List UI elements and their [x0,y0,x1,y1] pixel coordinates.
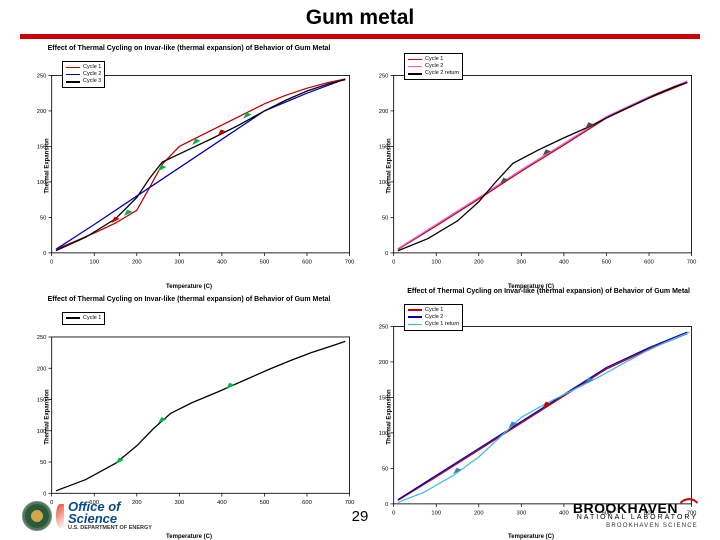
slide-title: Gum metal [0,6,720,30]
svg-text:0: 0 [43,251,46,257]
doe-caption: U.S. DEPARTMENT OF ENERGY [68,526,152,531]
svg-text:100: 100 [89,259,99,265]
bnl-assoc: BROOKHAVEN SCIENCE [606,524,698,529]
swoosh-icon [56,504,64,528]
svg-text:250: 250 [37,74,47,80]
legend: Cycle 1Cycle 2Cycle 1 return [404,304,463,331]
y-axis-label: Thermal Expansion [45,139,51,194]
y-axis-label: Thermal Expansion [387,139,393,194]
svg-text:200: 200 [379,109,389,115]
legend-item: Cycle 3 [66,78,101,85]
svg-text:400: 400 [217,259,227,265]
svg-text:200: 200 [474,259,484,265]
legend-item: Cycle 1 return [408,321,459,328]
svg-text:200: 200 [37,109,47,115]
office-text: Office of Science U.S. DEPARTMENT OF ENE… [68,501,152,531]
svg-text:200: 200 [37,366,47,372]
svg-text:500: 500 [260,259,270,265]
doe-logo: Office of Science U.S. DEPARTMENT OF ENE… [22,501,152,531]
legend: Cycle 1 [62,312,105,325]
svg-text:50: 50 [40,460,46,466]
svg-text:700: 700 [345,259,355,265]
svg-text:200: 200 [379,360,389,366]
legend: Cycle 1Cycle 2Cycle 2 return [404,53,463,80]
chart-title: Effect of Thermal Cycling on Invar-like … [20,45,358,52]
legend-item: Cycle 2 [408,314,459,321]
bnl-logo: BROOKHAVEN ⌒ NATIONAL LABORATORY BROOKHA… [573,502,698,529]
svg-text:200: 200 [132,259,142,265]
title-area: Gum metal [0,0,720,30]
svg-text:100: 100 [431,259,441,265]
legend-item: Cycle 1 [66,64,101,71]
legend-item: Cycle 1 [66,315,101,322]
chart-top-right: 0100200300400500600700050100150200250The… [362,43,700,290]
svg-text:300: 300 [517,259,527,265]
legend-item: Cycle 1 [408,56,459,63]
svg-text:600: 600 [302,259,312,265]
legend-item: Cycle 1 [408,307,459,314]
svg-text:50: 50 [40,215,46,221]
svg-text:700: 700 [687,259,697,265]
y-axis-label: Thermal Expansion [45,389,51,444]
y-axis-label: Thermal Expansion [387,389,393,444]
svg-text:250: 250 [37,335,47,341]
legend-item: Cycle 2 return [408,70,459,77]
legend-item: Cycle 2 [66,71,101,78]
svg-text:400: 400 [559,259,569,265]
charts-grid: Effect of Thermal Cycling on Invar-like … [0,43,720,540]
chart-title: Effect of Thermal Cycling on Invar-like … [20,296,358,303]
legend: Cycle 1Cycle 2Cycle 3 [62,61,105,88]
accent-bar [20,34,700,39]
svg-text:500: 500 [602,259,612,265]
svg-text:50: 50 [382,215,388,221]
legend-item: Cycle 2 [408,63,459,70]
svg-text:0: 0 [385,251,388,257]
page-number: 29 [352,508,369,525]
svg-text:600: 600 [644,259,654,265]
office-line2: Science [68,513,152,525]
x-axis-label: Temperature (C) [166,284,212,290]
slide: Gum metal Effect of Thermal Cycling on I… [0,0,720,540]
doe-seal-icon [22,501,52,531]
svg-text:250: 250 [379,74,389,80]
svg-text:250: 250 [379,324,389,330]
svg-text:0: 0 [392,259,395,265]
svg-text:50: 50 [382,466,388,472]
chart-title: Effect of Thermal Cycling on Invar-like … [407,288,690,295]
chart-top-left: Effect of Thermal Cycling on Invar-like … [20,43,358,290]
svg-text:0: 0 [50,259,53,265]
svg-text:300: 300 [175,259,185,265]
footer: Office of Science U.S. DEPARTMENT OF ENE… [0,496,720,540]
